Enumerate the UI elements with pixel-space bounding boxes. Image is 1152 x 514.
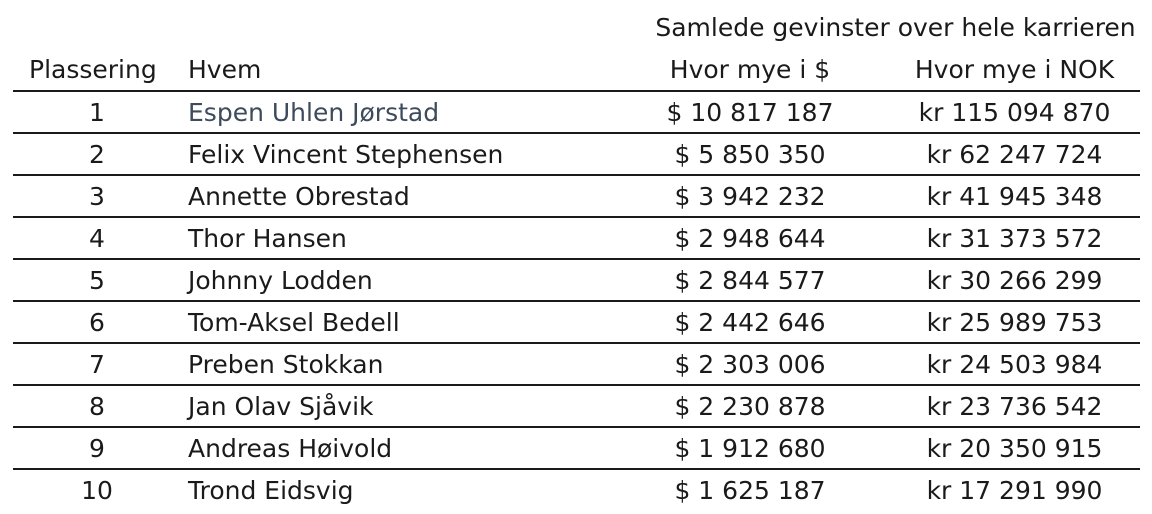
table-row: 10 Trond Eidsvig $ 1 625 187 kr 17 291 9… bbox=[13, 468, 1141, 511]
group-header: Samlede gevinster over hele karrieren bbox=[655, 12, 1136, 42]
nok-cell: kr 20 350 915 bbox=[889, 426, 1141, 469]
name-cell: Preben Stokkan bbox=[181, 342, 611, 385]
column-header-usd: Hvor mye i $ bbox=[669, 54, 831, 84]
table-row: 2 Felix Vincent Stephensen $ 5 850 350 k… bbox=[13, 132, 1141, 175]
name-cell: Jan Olav Sjåvik bbox=[181, 384, 611, 427]
nok-cell: kr 24 503 984 bbox=[889, 342, 1141, 385]
nok-cell: kr 25 989 753 bbox=[889, 300, 1141, 343]
name-cell: Johnny Lodden bbox=[181, 258, 611, 301]
table-row: 1 Espen Uhlen Jørstad $ 10 817 187 kr 11… bbox=[13, 90, 1141, 133]
column-header-row: Plassering Hvem Hvor mye i $ Hvor mye i … bbox=[13, 48, 1140, 91]
rank-cell: 4 bbox=[13, 216, 181, 259]
table-row: 8 Jan Olav Sjåvik $ 2 230 878 kr 23 736 … bbox=[13, 384, 1141, 427]
rank-cell: 1 bbox=[13, 90, 181, 133]
nok-cell: kr 41 945 348 bbox=[889, 174, 1141, 217]
nok-cell: kr 23 736 542 bbox=[889, 384, 1141, 427]
usd-cell: $ 2 303 006 bbox=[611, 342, 889, 385]
usd-cell: $ 1 912 680 bbox=[611, 426, 889, 469]
empty-header-cell bbox=[181, 6, 611, 48]
group-header-row: Samlede gevinster over hele karrieren bbox=[13, 6, 1140, 48]
name-cell: Annette Obrestad bbox=[181, 174, 611, 217]
name-cell: Felix Vincent Stephensen bbox=[181, 132, 611, 175]
usd-cell: $ 3 942 232 bbox=[611, 174, 889, 217]
table-row: 4 Thor Hansen $ 2 948 644 kr 31 373 572 bbox=[13, 216, 1141, 259]
rank-cell: 5 bbox=[13, 258, 181, 301]
usd-cell: $ 2 442 646 bbox=[611, 300, 889, 343]
table-row: 3 Annette Obrestad $ 3 942 232 kr 41 945… bbox=[13, 174, 1141, 217]
usd-cell: $ 5 850 350 bbox=[611, 132, 889, 175]
rank-cell: 2 bbox=[13, 132, 181, 175]
nok-cell: kr 30 266 299 bbox=[889, 258, 1141, 301]
rank-cell: 9 bbox=[13, 426, 181, 469]
usd-cell: $ 10 817 187 bbox=[611, 90, 889, 133]
usd-cell: $ 2 844 577 bbox=[611, 258, 889, 301]
name-cell: Trond Eidsvig bbox=[181, 468, 611, 511]
rank-cell: 3 bbox=[13, 174, 181, 217]
nok-cell: kr 31 373 572 bbox=[889, 216, 1141, 259]
name-cell: Andreas Høivold bbox=[181, 426, 611, 469]
nok-cell: kr 115 094 870 bbox=[889, 90, 1141, 133]
empty-header-cell bbox=[13, 6, 181, 48]
table-row: 9 Andreas Høivold $ 1 912 680 kr 20 350 … bbox=[13, 426, 1141, 469]
name-cell: Tom-Aksel Bedell bbox=[181, 300, 611, 343]
table-header: Samlede gevinster over hele karrieren Pl… bbox=[13, 6, 1140, 91]
usd-cell: $ 2 230 878 bbox=[611, 384, 889, 427]
name-cell: Thor Hansen bbox=[181, 216, 611, 259]
nok-cell: kr 62 247 724 bbox=[889, 132, 1141, 175]
table-body: 1 Espen Uhlen Jørstad $ 10 817 187 kr 11… bbox=[13, 90, 1141, 511]
table-row: 5 Johnny Lodden $ 2 844 577 kr 30 266 29… bbox=[13, 258, 1141, 301]
winnings-table: Samlede gevinster over hele karrieren Pl… bbox=[13, 6, 1141, 511]
table-row: 6 Tom-Aksel Bedell $ 2 442 646 kr 25 989… bbox=[13, 300, 1141, 343]
usd-cell: $ 2 948 644 bbox=[611, 216, 889, 259]
name-link[interactable]: Espen Uhlen Jørstad bbox=[181, 90, 611, 133]
rank-cell: 8 bbox=[13, 384, 181, 427]
rank-cell: 7 bbox=[13, 342, 181, 385]
usd-cell: $ 1 625 187 bbox=[611, 468, 889, 511]
table-row: 7 Preben Stokkan $ 2 303 006 kr 24 503 9… bbox=[13, 342, 1141, 385]
column-header-rank: Plassering bbox=[29, 54, 157, 84]
rank-cell: 6 bbox=[13, 300, 181, 343]
column-header-nok: Hvor mye i NOK bbox=[914, 54, 1115, 84]
nok-cell: kr 17 291 990 bbox=[889, 468, 1141, 511]
rank-cell: 10 bbox=[13, 468, 181, 511]
column-header-name: Hvem bbox=[188, 54, 262, 84]
